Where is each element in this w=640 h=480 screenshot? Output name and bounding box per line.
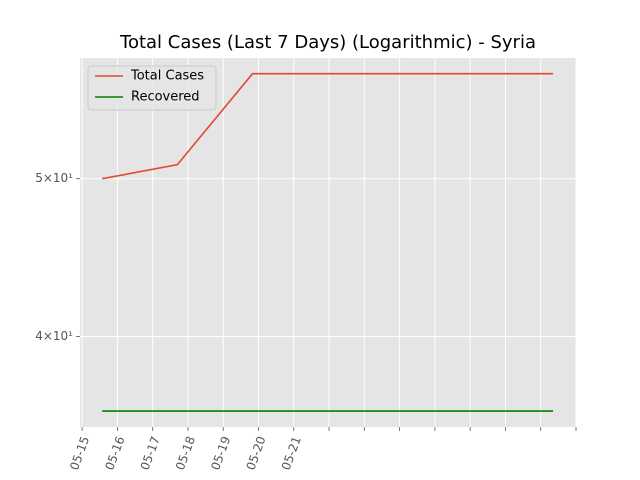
series-line: [102, 72, 554, 180]
legend: Total Cases Recovered: [87, 65, 217, 111]
lines: [102, 72, 554, 412]
grid: [80, 58, 577, 427]
y-tick-label: 4×10¹: [35, 329, 73, 343]
legend-box: [87, 65, 217, 111]
plot-area: [80, 58, 576, 427]
legend-label: Recovered: [131, 90, 200, 105]
y-tick-label: 5×10¹: [35, 171, 73, 185]
legend-label: Total Cases: [130, 69, 204, 84]
chart-title: Total Cases (Last 7 Days) (Logarithmic) …: [119, 32, 536, 53]
